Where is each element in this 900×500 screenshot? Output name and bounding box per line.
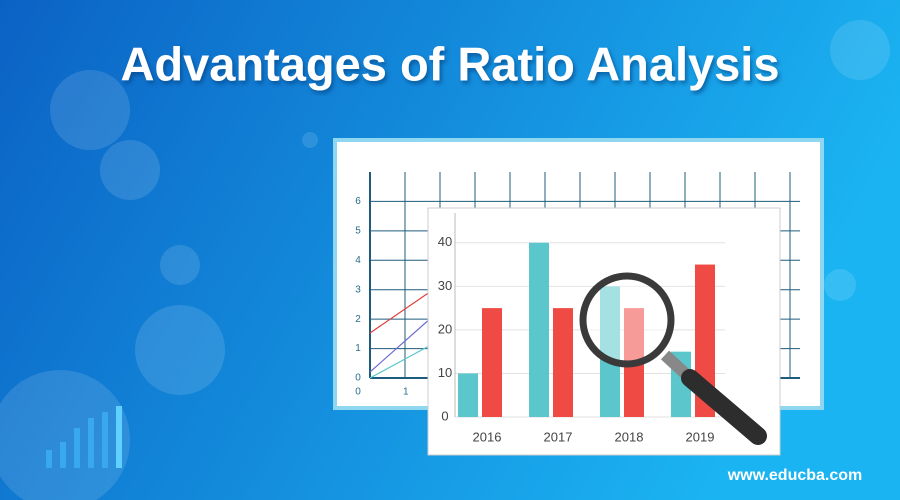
y-tick-label: 10: [438, 365, 452, 380]
y-tick-label: 3: [355, 284, 361, 295]
decoration: [0, 20, 890, 500]
magnifier: [579, 272, 767, 445]
bar: [529, 242, 549, 417]
y-tick-label: 1: [355, 343, 361, 354]
bar: [458, 373, 478, 417]
y-tick-label: 30: [438, 278, 452, 293]
x-tick-label: 2019: [686, 429, 715, 444]
y-tick-label: 6: [355, 196, 361, 207]
x-tick-label: 2018: [615, 429, 644, 444]
x-tick-label: 2016: [473, 429, 502, 444]
y-tick-label: 4: [355, 255, 361, 266]
title: Advantages of Ratio Analysis: [120, 37, 779, 90]
y-tick-label: 0: [441, 408, 448, 423]
x-tick-label: 1: [403, 387, 409, 398]
bar: [600, 286, 620, 417]
bar: [482, 308, 502, 417]
y-tick-label: 40: [438, 234, 452, 249]
y-tick-label: 20: [438, 321, 452, 336]
x-tick-label: 0: [355, 387, 361, 398]
url: www.educba.com: [727, 467, 863, 484]
y-tick-label: 2: [355, 314, 361, 325]
y-tick-label: 5: [355, 225, 361, 236]
x-tick-label: 2017: [544, 429, 573, 444]
y-tick-label: 0: [355, 373, 361, 384]
bar: [553, 308, 573, 417]
bar-icon: [46, 406, 122, 468]
